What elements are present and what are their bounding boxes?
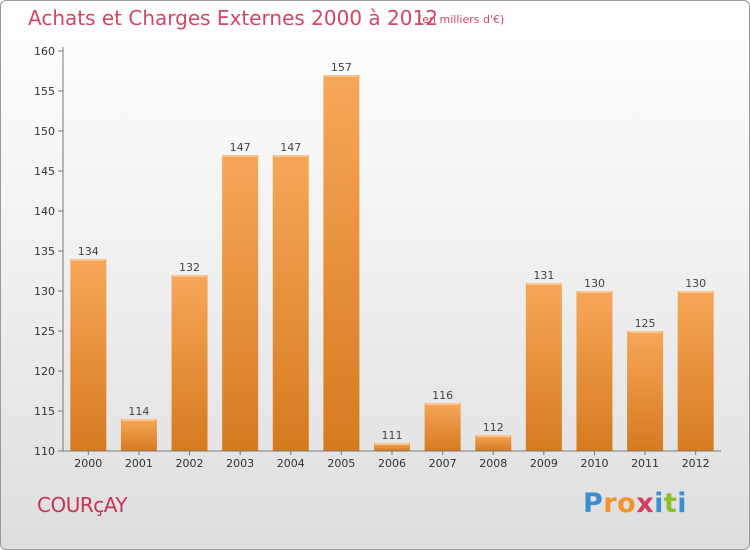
x-tick-label: 2004 — [277, 457, 305, 470]
bar-value-label: 134 — [78, 245, 99, 258]
y-tick-label: 150 — [34, 125, 55, 138]
bar-highlight — [577, 291, 612, 293]
y-tick-label: 145 — [34, 165, 55, 178]
bar-value-label: 112 — [483, 421, 504, 434]
bar-2004 — [272, 155, 309, 451]
bar-value-label: 125 — [635, 317, 656, 330]
bar-highlight — [223, 155, 258, 157]
bar-value-label: 111 — [382, 429, 403, 442]
bar-2002 — [171, 275, 208, 451]
bar-value-label: 131 — [533, 269, 554, 282]
proxiti-logo: Proxiti — [583, 488, 688, 519]
axes-group: 2000 2001 2002 2003 2004 2005 2006 2007 2008 2009… — [34, 45, 721, 470]
bar-highlight — [425, 403, 460, 405]
bar-highlight — [172, 275, 207, 277]
bar-2005 — [323, 75, 360, 451]
bar-value-label: 157 — [331, 61, 352, 74]
y-tick-label: 115 — [34, 405, 55, 418]
x-tick-label: 2003 — [226, 457, 254, 470]
bar-highlight — [273, 155, 308, 157]
y-tick-label: 160 — [34, 45, 55, 58]
chart-subtitle: (en milliers d'€) — [418, 13, 505, 26]
y-tick-label: 110 — [34, 445, 55, 458]
bar-value-label: 147 — [280, 141, 301, 154]
bars-group: 134 114 132 147 147 157 111 116 112 131 130 125 130 — [70, 61, 714, 451]
bar-2008 — [475, 435, 512, 451]
bar-2010 — [576, 291, 613, 451]
bar-2007 — [424, 403, 461, 451]
x-tick-label: 2006 — [378, 457, 406, 470]
bar-2001 — [120, 419, 157, 451]
y-tick-label: 135 — [34, 245, 55, 258]
bar-2009 — [525, 283, 562, 451]
bar-2006 — [374, 443, 410, 451]
bar-value-label: 116 — [432, 389, 453, 402]
y-tick-label: 140 — [34, 205, 55, 218]
x-tick-label: 2008 — [479, 457, 507, 470]
bar-value-label: 114 — [128, 405, 149, 418]
x-tick-label: 2011 — [631, 457, 659, 470]
bar-2012 — [677, 291, 714, 451]
y-tick-label: 120 — [34, 365, 55, 378]
x-tick-label: 2001 — [125, 457, 153, 470]
y-tick-label: 125 — [34, 325, 55, 338]
bar-2011 — [627, 331, 664, 451]
bar-highlight — [324, 75, 359, 77]
y-tick-label: 130 — [34, 285, 55, 298]
x-tick-label: 2012 — [682, 457, 710, 470]
bar-value-label: 130 — [685, 277, 706, 290]
bar-highlight — [121, 419, 156, 421]
bar-highlight — [476, 435, 511, 437]
x-tick-label: 2002 — [176, 457, 204, 470]
bar-highlight — [628, 331, 663, 333]
bar-value-label: 132 — [179, 261, 200, 274]
bar-2000 — [70, 259, 107, 451]
chart-title: Achats et Charges Externes 2000 à 2012 — [28, 6, 438, 30]
bar-highlight — [71, 259, 106, 261]
bar-value-label: 130 — [584, 277, 605, 290]
x-tick-label: 2009 — [530, 457, 558, 470]
bar-highlight — [375, 443, 409, 445]
y-tick-label: 155 — [34, 85, 55, 98]
x-tick-label: 2000 — [74, 457, 102, 470]
bar-highlight — [678, 291, 713, 293]
commune-name: COURçAY — [37, 493, 128, 517]
bar-highlight — [526, 283, 561, 285]
bar-2003 — [222, 155, 259, 451]
x-tick-label: 2010 — [580, 457, 608, 470]
x-tick-label: 2007 — [429, 457, 457, 470]
x-tick-label: 2005 — [327, 457, 355, 470]
bar-value-label: 147 — [230, 141, 251, 154]
